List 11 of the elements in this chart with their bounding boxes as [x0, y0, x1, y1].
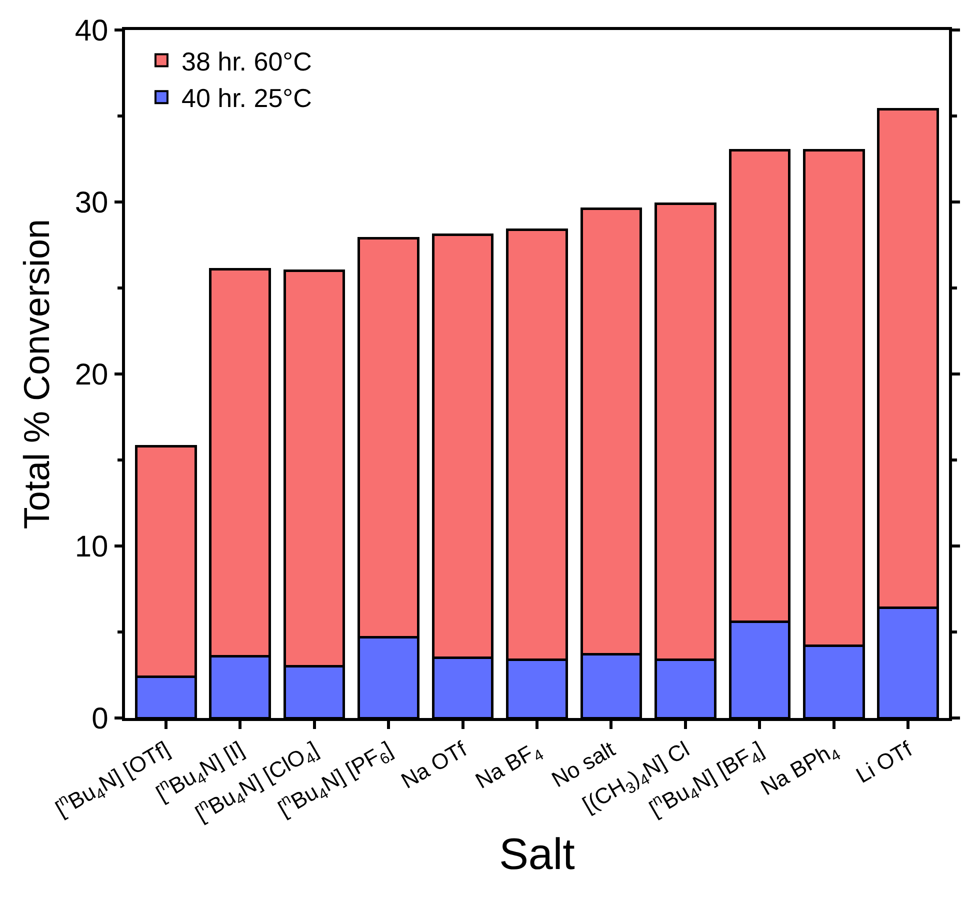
legend-label: 38 hr. 60°C [181, 46, 312, 76]
y-tick-label: 30 [74, 186, 108, 220]
x-tick-label: Li OTf [852, 736, 917, 788]
y-axis-title: Total % Conversion [16, 218, 57, 530]
y-tick-label: 10 [74, 530, 108, 564]
x-axis-title: Salt [499, 830, 575, 879]
y-tick-label: 0 [92, 702, 108, 736]
legend-label: 40 hr. 25°C [181, 83, 312, 114]
y-tick-label: 20 [74, 358, 108, 392]
y-tick-label: 40 [74, 14, 108, 48]
x-tick-label: Na OTf [396, 736, 472, 794]
